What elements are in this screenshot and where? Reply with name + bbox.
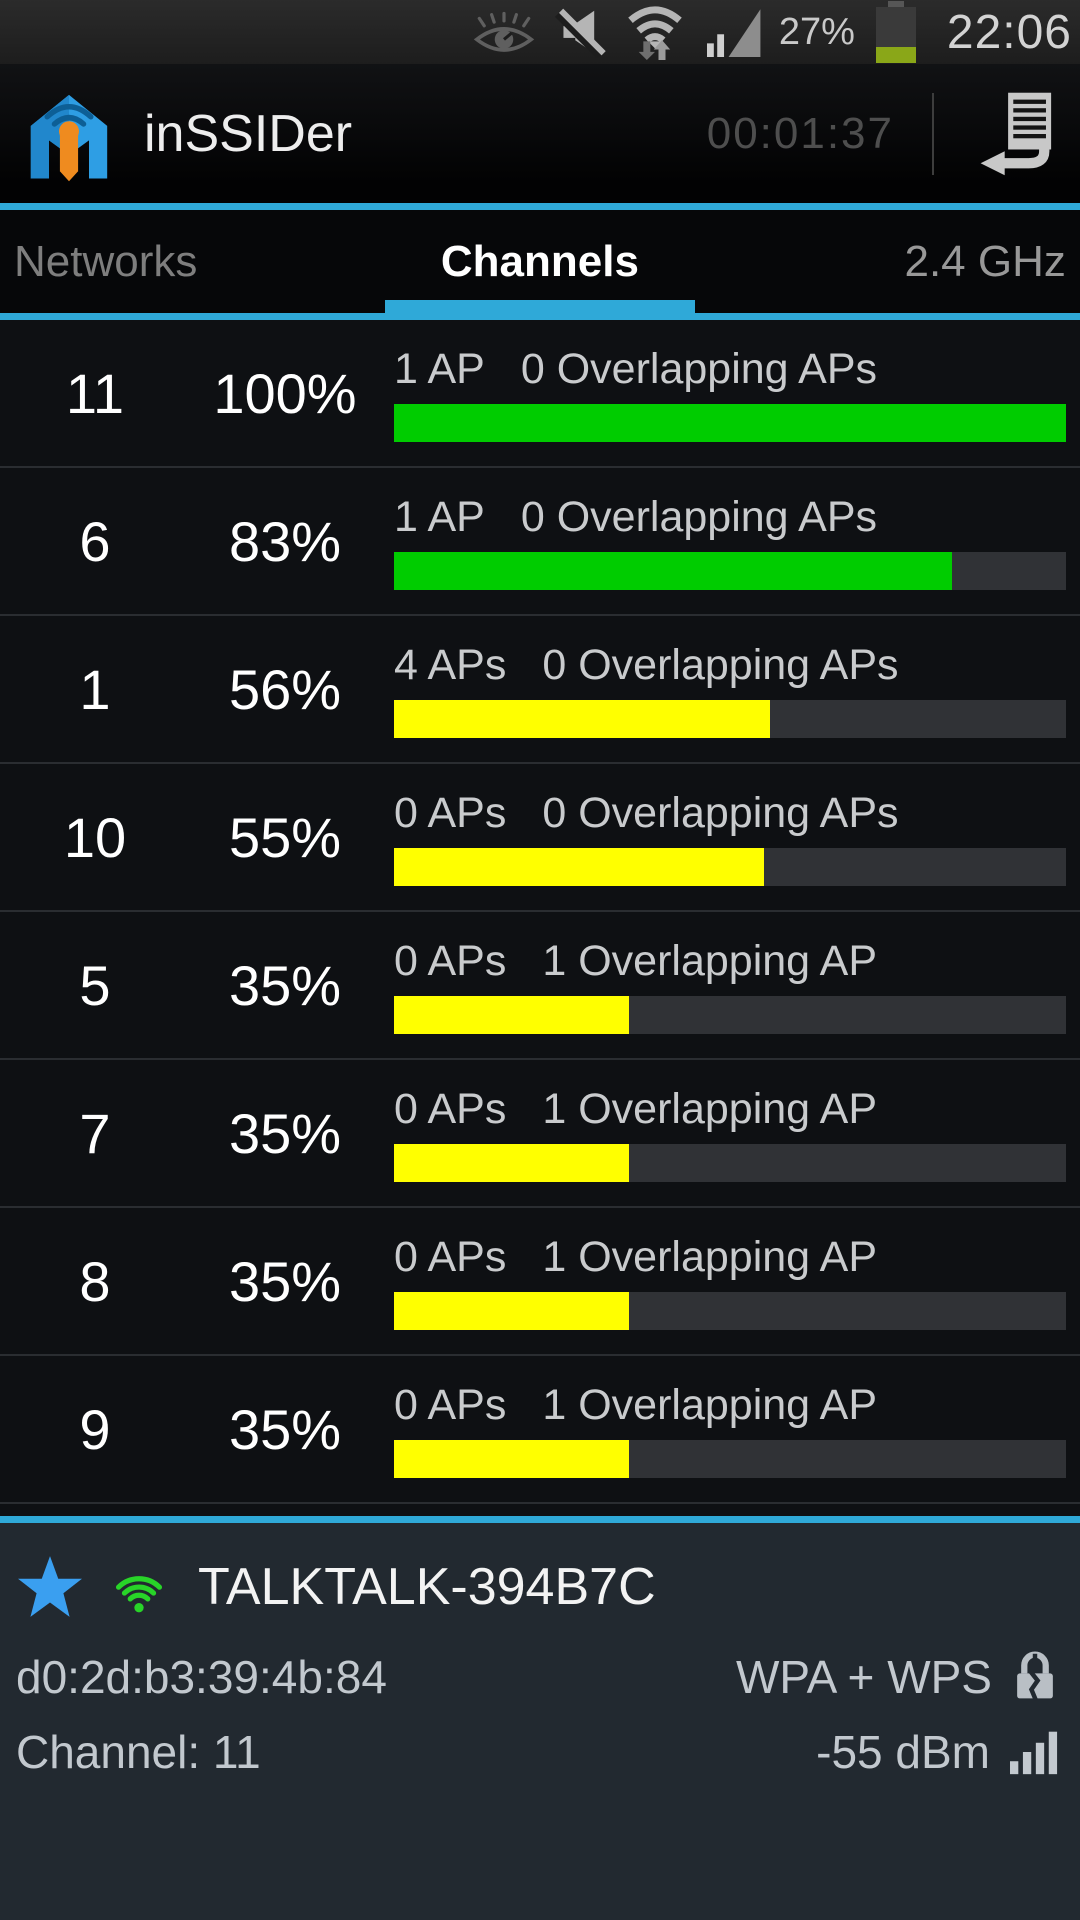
ap-count: 0 APs	[394, 1084, 507, 1133]
channel-bar-track	[394, 995, 1066, 1034]
wifi-status-icon	[625, 4, 685, 60]
channel-utilization: 55%	[228, 805, 342, 869]
channel-row[interactable]: 1 56% 4 APs 0 Overlapping APs	[0, 616, 1080, 764]
battery-percent-label: 27%	[778, 10, 855, 53]
channel-bar-track	[394, 1143, 1066, 1182]
channel-number: 5	[79, 953, 111, 1017]
list-panel-gap	[0, 1504, 1080, 1516]
overlap-count: 0 Overlapping APs	[542, 640, 899, 689]
export-log-button[interactable]	[972, 91, 1058, 177]
tab-band-2-4ghz[interactable]: 2.4 GHz	[904, 236, 1066, 286]
channel-bar-fill	[394, 1291, 630, 1330]
smart-stay-eye-icon	[473, 11, 535, 53]
app-bar: inSSIDer 00:01:37	[0, 64, 1080, 210]
channel-number: 11	[65, 361, 125, 425]
channel-number: 6	[79, 509, 111, 573]
channel-row[interactable]: 10 55% 0 APs 0 Overlapping APs	[0, 764, 1080, 912]
favorite-star-icon[interactable]	[16, 1554, 84, 1620]
overlap-count: 0 Overlapping APs	[542, 788, 899, 837]
channel-bar-fill	[394, 699, 771, 738]
selected-network-panel[interactable]: TALKTALK-394B7C d0:2d:b3:39:4b:84 WPA + …	[0, 1516, 1080, 1920]
tab-bar: Networks Channels 2.4 GHz	[0, 210, 1080, 320]
channel-utilization: 35%	[228, 1397, 342, 1461]
security-label: WPA + WPS	[735, 1651, 992, 1703]
channel-utilization: 35%	[228, 1101, 342, 1165]
signal-strength-label: -55 dBm	[816, 1726, 990, 1778]
channel-row[interactable]: 6 83% 1 AP 0 Overlapping APs	[0, 468, 1080, 616]
channel-bar-track	[394, 551, 1066, 590]
channel-utilization: 83%	[228, 509, 342, 573]
battery-icon	[873, 1, 919, 63]
overlap-count: 1 Overlapping AP	[542, 1380, 878, 1429]
ap-count: 0 APs	[394, 788, 507, 837]
ap-count: 0 APs	[394, 936, 507, 985]
ap-count: 0 APs	[394, 1232, 507, 1281]
channel-bar-fill	[394, 995, 630, 1034]
channel-number: 1	[79, 657, 111, 721]
cell-signal-icon	[703, 7, 761, 57]
tab-channels[interactable]: Channels	[440, 236, 639, 286]
channel-bar-fill	[394, 403, 1066, 442]
channel-bar-track	[394, 1291, 1066, 1330]
channel-number: 9	[79, 1397, 111, 1461]
channel-row[interactable]: 9 35% 0 APs 1 Overlapping AP	[0, 1356, 1080, 1504]
scan-timer-label: 00:01:37	[706, 108, 894, 158]
signal-bars-icon	[1010, 1731, 1058, 1775]
channel-info-label: Channel: 11	[16, 1726, 261, 1778]
channel-row[interactable]: 7 35% 0 APs 1 Overlapping AP	[0, 1060, 1080, 1208]
channel-bar-track	[394, 699, 1066, 738]
channel-utilization: 35%	[228, 953, 342, 1017]
channel-bar-track	[394, 403, 1066, 442]
overlap-count: 1 Overlapping AP	[542, 1084, 878, 1133]
status-bar: 27% 22:06	[0, 0, 1080, 64]
channel-utilization: 56%	[228, 657, 342, 721]
channel-bar-fill	[394, 1143, 630, 1182]
channel-row[interactable]: 5 35% 0 APs 1 Overlapping AP	[0, 912, 1080, 1060]
channel-number: 7	[79, 1101, 111, 1165]
app-title: inSSIDer	[144, 104, 353, 163]
appbar-divider	[932, 92, 934, 175]
security-lock-icon	[1017, 1651, 1053, 1702]
channel-row[interactable]: 11 100% 1 AP 0 Overlapping APs	[0, 320, 1080, 468]
tab-networks[interactable]: Networks	[14, 236, 198, 286]
ap-count: 4 APs	[394, 640, 507, 689]
channel-utilization: 35%	[228, 1249, 342, 1313]
mac-address-label: d0:2d:b3:39:4b:84	[16, 1651, 387, 1703]
channel-number: 10	[63, 805, 127, 869]
ap-count: 1 AP	[394, 492, 485, 541]
channel-bar-track	[394, 847, 1066, 886]
channel-utilization: 100%	[213, 361, 357, 425]
export-log-icon	[980, 92, 1052, 175]
overlap-count: 0 Overlapping APs	[520, 344, 878, 393]
network-wifi-icon	[115, 1576, 163, 1613]
channel-bar-fill	[394, 551, 952, 590]
overlap-count: 1 Overlapping AP	[542, 936, 878, 985]
channel-number: 8	[79, 1249, 111, 1313]
channel-list: 11 100% 1 AP 0 Overlapping APs 6 83% 1 A…	[0, 320, 1080, 1504]
inssider-logo-icon	[30, 94, 108, 181]
ap-count: 0 APs	[394, 1380, 507, 1429]
clock-label: 22:06	[946, 5, 1072, 59]
overlap-count: 1 Overlapping AP	[542, 1232, 878, 1281]
channel-bar-fill	[394, 847, 764, 886]
channel-bar-fill	[394, 1439, 630, 1478]
active-tab-underline	[385, 300, 695, 313]
channel-bar-track	[394, 1439, 1066, 1478]
ssid-label: TALKTALK-394B7C	[198, 1558, 656, 1616]
channel-row[interactable]: 8 35% 0 APs 1 Overlapping AP	[0, 1208, 1080, 1356]
mute-icon	[553, 6, 607, 58]
ap-count: 1 AP	[394, 344, 485, 393]
overlap-count: 0 Overlapping APs	[520, 492, 878, 541]
